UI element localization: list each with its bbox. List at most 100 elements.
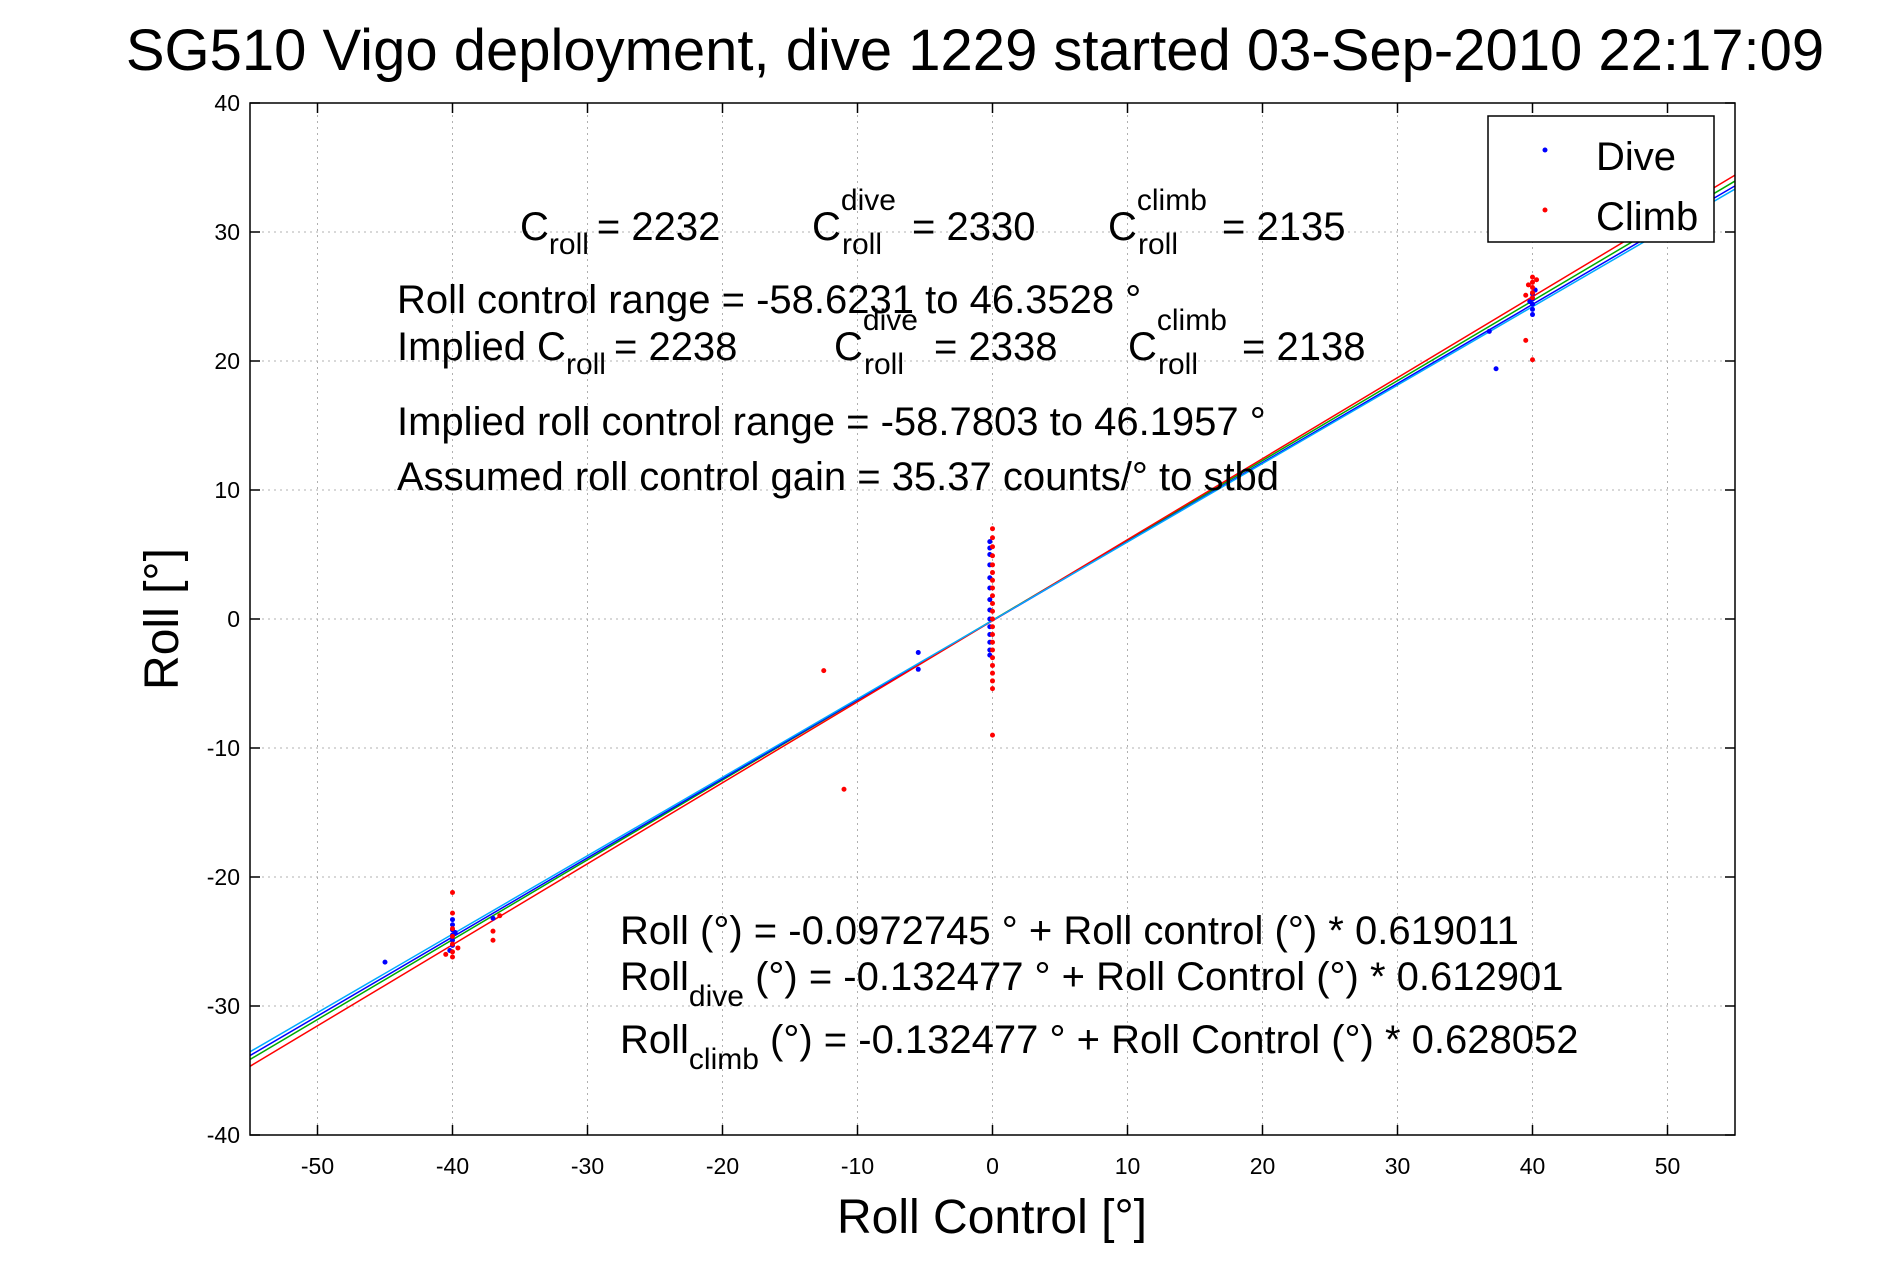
data-point-climb (990, 655, 995, 661)
annotation-implied-c-roll-dive: Cdive roll = 2338 (834, 304, 1057, 381)
x-tick-label: 50 (1655, 1153, 1681, 1179)
data-point-dive (450, 937, 455, 943)
data-point-climb (990, 616, 995, 622)
data-point-climb (990, 562, 995, 568)
data-point-climb (1525, 282, 1531, 288)
data-point-climb (450, 933, 455, 939)
grid (250, 102, 1735, 1136)
annotation-c-roll-dive: Cdive roll = 2330 (812, 184, 1035, 261)
data-point-climb (990, 686, 995, 692)
data-point-climb (1530, 279, 1535, 285)
y-tick-label: 40 (214, 90, 240, 116)
x-tick-label: 20 (1250, 1153, 1276, 1179)
data-point-climb (990, 608, 995, 614)
x-tick-label: 40 (1520, 1153, 1546, 1179)
annotation-c-roll: Croll = 2232 (520, 205, 720, 261)
data-point-climb (1523, 337, 1529, 343)
data-point-climb (1530, 295, 1535, 301)
x-tick-label: -20 (706, 1153, 739, 1179)
legend-label-climb: Climb (1596, 195, 1698, 239)
data-point-climb (490, 928, 496, 934)
annotation-c-roll-climb: Cclimb roll = 2135 (1108, 184, 1345, 261)
data-point-dive (915, 650, 921, 656)
data-point-climb (450, 949, 455, 955)
data-point-dive (987, 597, 993, 603)
data-point-climb (1530, 284, 1535, 290)
data-point-climb (1523, 292, 1529, 298)
annotation-implied-c-roll-climb: Cclimb roll = 2138 (1128, 304, 1365, 381)
annotation-fit-dive: Rolldive (°) = -0.132477 ° + Roll Contro… (620, 955, 1563, 1013)
y-tick-label: 10 (214, 477, 240, 503)
data-point-climb (990, 678, 995, 684)
y-tick-label: -20 (207, 864, 240, 890)
annotation-fit-climb: Rollclimb (°) = -0.132477 ° + Roll Contr… (620, 1018, 1578, 1076)
data-point-climb (990, 647, 995, 653)
data-point-climb (990, 526, 995, 532)
x-tick-label: -50 (301, 1153, 334, 1179)
annotation-roll-control-range: Roll control range = -58.6231 to 46.3528… (397, 278, 1141, 322)
data-point-dive (450, 917, 455, 923)
data-point-climb (990, 631, 995, 637)
data-point-climb (990, 570, 995, 576)
y-tick-label: -40 (207, 1122, 240, 1148)
ticks: -50 -40 -30 -20 -10 0 10 20 30 40 50 -40 -30 -20 -10 0 1… (207, 90, 1735, 1179)
annotation-gain: Assumed roll control gain = 35.37 counts… (397, 455, 1279, 499)
data-point-climb (990, 553, 995, 559)
x-tick-label: 30 (1385, 1153, 1411, 1179)
data-point-dive (1527, 299, 1533, 305)
data-point-dive (490, 915, 496, 921)
y-tick-label: 30 (214, 219, 240, 245)
data-point-climb (1530, 357, 1535, 363)
data-point-climb (497, 913, 503, 919)
y-tick-label: 20 (214, 348, 240, 374)
data-point-climb (821, 668, 827, 674)
data-point-climb (1534, 277, 1540, 283)
x-tick-label: 0 (986, 1153, 999, 1179)
data-point-dive (915, 666, 921, 672)
data-point-climb (450, 954, 455, 960)
data-point-dive (452, 929, 458, 935)
annotation-implied-range: Implied roll control range = -58.7803 to… (397, 400, 1266, 444)
data-point-climb (455, 945, 461, 951)
x-tick-label: -40 (436, 1153, 469, 1179)
data-point-climb (990, 624, 995, 630)
x-tick-label: -30 (571, 1153, 604, 1179)
data-point-climb (1530, 274, 1535, 280)
data-point-climb (990, 670, 995, 676)
y-tick-label: -10 (207, 735, 240, 761)
legend: Dive Climb (1487, 115, 1715, 243)
data-point-climb (990, 593, 995, 599)
data-point-climb (990, 639, 995, 645)
y-tick-label: -30 (207, 993, 240, 1019)
legend-marker-climb (1542, 207, 1548, 213)
data-point-climb (450, 910, 455, 916)
data-point-climb (990, 601, 995, 607)
data-point-climb (990, 544, 995, 550)
data-point-dive (382, 959, 388, 965)
legend-box (1487, 115, 1715, 243)
annotation-implied-c-roll: Implied Croll = 2238 (397, 325, 737, 381)
data-point-climb (990, 662, 995, 668)
x-axis-label: Roll Control [°] (837, 1191, 1147, 1244)
y-tick-label: 0 (227, 606, 240, 632)
data-point-climb (450, 941, 455, 947)
data-point-climb (450, 889, 455, 895)
data-point-climb (841, 786, 847, 792)
data-point-climb (490, 937, 496, 943)
data-point-climb (990, 577, 995, 583)
data-point-climb (990, 535, 995, 541)
data-point-dive (987, 539, 993, 545)
data-point-climb (990, 585, 995, 591)
x-tick-label: 10 (1115, 1153, 1141, 1179)
legend-label-dive: Dive (1596, 135, 1676, 179)
data-point-climb (450, 926, 455, 932)
data-point-climb (443, 951, 449, 957)
data-point-dive (450, 922, 455, 928)
plot-area-frame (249, 102, 1736, 1136)
data-point-dive (1486, 328, 1492, 334)
data-point-dive (1530, 312, 1535, 318)
data-point-climb (1530, 290, 1535, 296)
x-tick-label: -10 (841, 1153, 874, 1179)
legend-marker-dive (1542, 147, 1548, 153)
